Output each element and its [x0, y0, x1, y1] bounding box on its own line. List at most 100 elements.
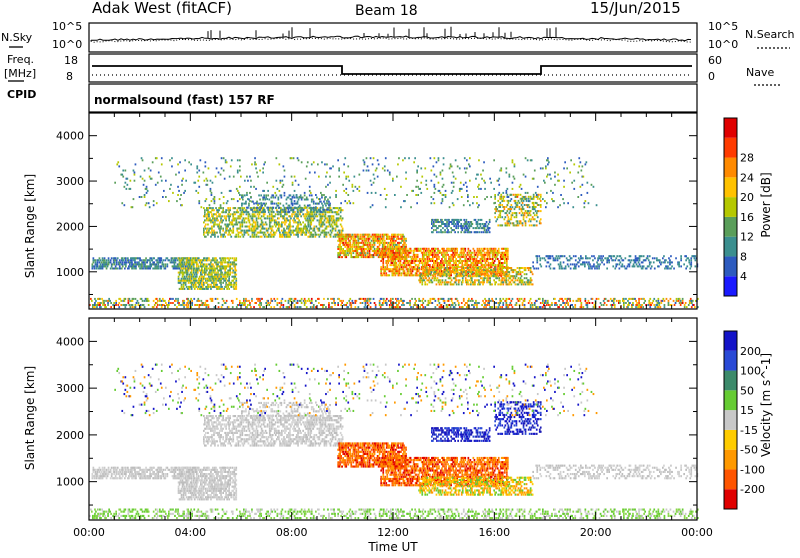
range-gate-cell — [525, 224, 527, 226]
range-gate-cell — [331, 217, 333, 219]
sky-right-label: N.Search — [745, 28, 795, 41]
range-gate-cell — [282, 209, 284, 211]
range-gate-cell — [432, 254, 434, 256]
range-gate-cell — [394, 242, 396, 244]
range-gate-cell — [431, 221, 433, 223]
range-gate-cell — [384, 266, 386, 268]
range-gate-cell — [210, 261, 212, 263]
range-gate-cell — [133, 263, 135, 265]
range-gate-cell — [506, 212, 508, 214]
range-gate-cell — [566, 257, 568, 259]
range-gate-cell — [365, 252, 367, 254]
range-gate-cell — [680, 255, 682, 257]
range-gate-cell — [236, 209, 238, 211]
range-gate-cell — [393, 240, 395, 242]
range-gate-cell — [410, 268, 412, 270]
range-gate-cell — [367, 242, 369, 244]
range-gate-cell — [522, 271, 524, 273]
range-gate-cell — [321, 203, 323, 205]
range-gate-cell — [182, 265, 184, 267]
range-gate-cell — [462, 260, 464, 262]
range-gate-cell — [338, 252, 340, 254]
range-gate-cell — [248, 203, 250, 205]
range-gate-cell — [340, 224, 342, 226]
range-gate-cell — [252, 201, 254, 203]
range-gate-cell — [100, 263, 102, 265]
range-gate-cell — [481, 262, 483, 264]
range-gate-cell — [497, 200, 499, 202]
range-gate-cell — [304, 224, 306, 226]
range-gate-cell — [637, 259, 639, 261]
range-gate-cell — [530, 210, 532, 212]
range-gate-cell — [489, 279, 491, 281]
range-gate-cell — [485, 225, 487, 227]
range-gate-cell — [400, 242, 402, 244]
range-gate-cell — [419, 275, 421, 277]
range-gate-cell — [191, 288, 193, 290]
range-gate-cell — [424, 281, 426, 283]
range-gate-cell — [329, 224, 331, 226]
range-gate-cell — [580, 255, 582, 257]
range-gate-cell — [180, 270, 182, 272]
range-gate-cell — [542, 257, 544, 259]
range-gate-cell — [484, 252, 486, 254]
range-gate-cell — [400, 234, 402, 236]
range-gate-cell — [597, 263, 599, 265]
range-gate-cell — [210, 232, 212, 234]
range-gate-cell — [550, 257, 552, 259]
range-gate-cell — [497, 267, 499, 269]
range-gate-cell — [160, 268, 162, 270]
range-gate-cell — [620, 255, 622, 257]
range-gate-cell — [380, 256, 382, 258]
range-gate-cell — [394, 254, 396, 256]
range-gate-cell — [350, 254, 352, 256]
range-gate-cell — [233, 257, 235, 259]
range-gate-cell — [486, 221, 488, 223]
range-gate-cell — [224, 280, 226, 282]
range-gate-cell — [220, 217, 222, 219]
range-gate-cell — [217, 236, 219, 238]
range-gate-cell — [483, 273, 485, 275]
range-gate-cell — [454, 250, 456, 252]
range-gate-cell — [386, 264, 388, 266]
range-gate-cell — [356, 244, 358, 246]
range-gate-cell — [115, 265, 117, 267]
range-gate-cell — [310, 232, 312, 234]
range-gate-cell — [189, 259, 191, 261]
range-gate-cell — [654, 257, 656, 259]
range-gate-cell — [422, 267, 424, 269]
range-gate-cell — [414, 266, 416, 268]
range-gate-cell — [204, 209, 206, 211]
range-gate-cell — [333, 215, 335, 217]
range-gate-cell — [458, 260, 460, 262]
range-gate-cell — [553, 257, 555, 259]
range-gate-cell — [504, 260, 506, 262]
range-gate-cell — [283, 205, 285, 207]
range-gate-cell — [426, 252, 428, 254]
range-gate-cell — [97, 265, 99, 267]
range-gate-cell — [488, 275, 490, 277]
range-gate-cell — [437, 271, 439, 273]
range-gate-cell — [352, 246, 354, 248]
range-gate-cell — [667, 265, 669, 267]
range-gate-cell — [463, 227, 465, 229]
range-gate-cell — [220, 270, 222, 272]
range-gate-cell — [399, 274, 401, 276]
range-gate-cell — [476, 227, 478, 229]
range-gate-cell — [196, 276, 198, 278]
range-gate-cell — [487, 269, 489, 271]
range-gate-cell — [536, 259, 538, 261]
range-gate-cell — [119, 259, 121, 261]
range-gate-cell — [336, 224, 338, 226]
range-gate-cell — [488, 267, 490, 269]
range-gate-cell — [219, 232, 221, 234]
range-gate-cell — [139, 257, 141, 259]
range-gate-cell — [225, 282, 227, 284]
range-gate-cell — [99, 298, 101, 300]
range-gate-cell — [293, 217, 295, 219]
range-gate-cell — [476, 275, 478, 277]
range-gate-cell — [320, 234, 322, 236]
range-gate-cell — [184, 276, 186, 278]
range-gate-cell — [495, 250, 497, 252]
range-gate-cell — [362, 240, 364, 242]
